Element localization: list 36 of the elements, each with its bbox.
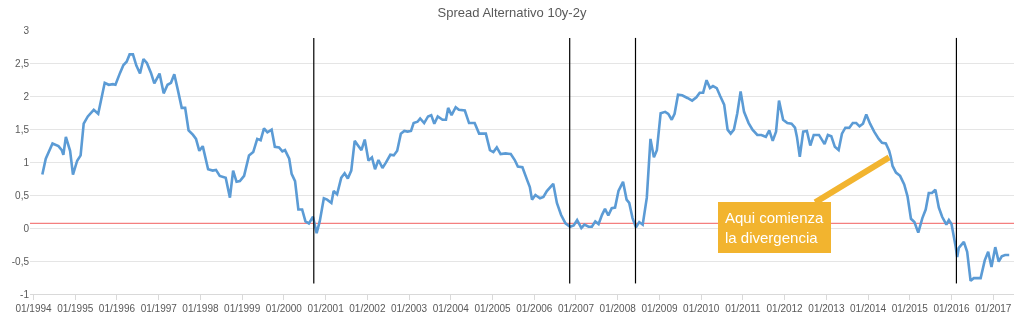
x-tick-label: 01/2013 [808, 303, 845, 314]
x-tick-label: 01/2004 [432, 303, 470, 314]
x-tick-label: 01/2014 [850, 303, 887, 314]
x-tick-label: 01/2015 [891, 303, 929, 314]
x-tick-label: 01/1997 [140, 303, 178, 314]
x-tick-label: 01/2000 [265, 303, 303, 314]
line-series [41, 53, 1011, 283]
x-tick-label: 01/1994 [15, 303, 53, 314]
x-tick-label: 01/2003 [390, 303, 428, 314]
y-tick-label: -1 [20, 288, 30, 300]
y-tick-label: 2,5 [15, 57, 30, 69]
x-tick-label: 01/1999 [224, 303, 261, 314]
y-tick-label: 0 [23, 222, 30, 234]
x-tick-label: 01/2010 [683, 303, 720, 314]
x-tick-label: 01/2016 [933, 303, 971, 314]
x-tick-label: 01/2006 [516, 303, 553, 314]
x-tick-label: 01/2011 [725, 303, 762, 314]
x-tick-label: 01/1998 [182, 303, 219, 314]
annotation: Aqui comienza la divergencia [725, 209, 825, 246]
y-tick-label: 1 [23, 156, 30, 168]
x-tick-label: 01/1995 [57, 303, 94, 314]
x-tick-label: 01/2017 [975, 303, 1012, 314]
y-tick-label: -0,5 [11, 255, 30, 267]
x-tick-label: 01/2007 [557, 303, 595, 314]
x-tick-label: 01/1996 [98, 303, 136, 314]
y-tick-label: 1,5 [15, 123, 30, 135]
chart-title: Spread Alternativo 10y-2y [437, 5, 587, 21]
x-tick-label: 01/2001 [307, 303, 345, 314]
x-tick-label: 01/2002 [349, 303, 386, 314]
x-tick-label: 01/2005 [474, 303, 512, 314]
x-tick-label: 01/2008 [599, 303, 637, 314]
y-tick-label: 0,5 [15, 189, 30, 201]
y-tick-label: 3 [23, 24, 30, 36]
y-tick-label: 2 [23, 90, 30, 102]
x-tick-label: 01/2009 [641, 303, 678, 314]
x-tick-label: 01/2012 [766, 303, 804, 314]
